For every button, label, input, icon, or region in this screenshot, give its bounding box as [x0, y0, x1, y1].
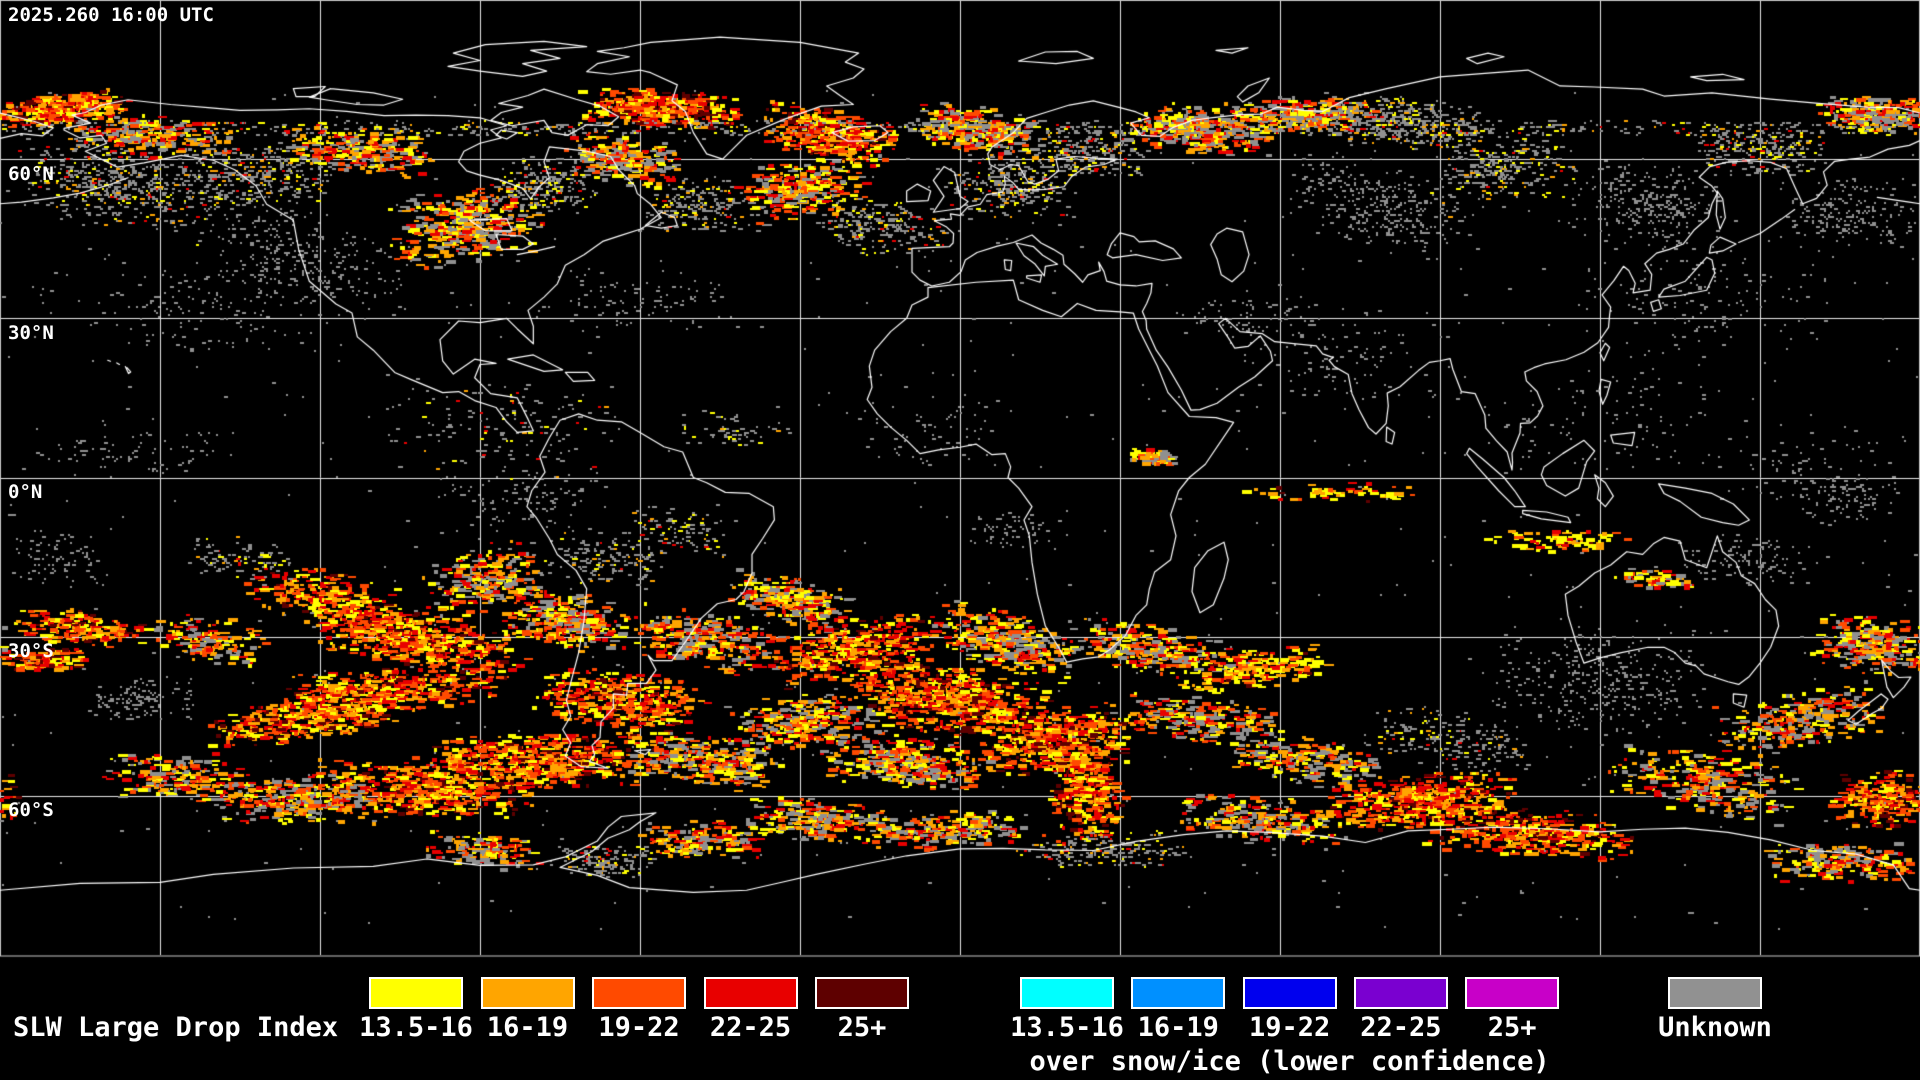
legend-swatch-standard-4	[815, 977, 909, 1009]
latitude-label: 60°S	[8, 799, 54, 821]
legend-bin-label: 16-19	[486, 1012, 569, 1043]
legend-swatch-standard-1	[480, 977, 575, 1009]
legend-bin-label: 25+	[1487, 1012, 1537, 1043]
latitude-label: 0°N	[8, 481, 43, 503]
legend-bin-label: 16-19	[1137, 1012, 1219, 1043]
legend-bin-label: 25+	[837, 1012, 887, 1043]
legend-swatch-standard-0	[369, 977, 463, 1009]
latitude-label: 30°N	[8, 322, 54, 344]
legend-bin-label: 22-25	[709, 1012, 792, 1043]
legend-swatch-standard-2	[592, 977, 686, 1009]
legend-swatch-snow_ice-0	[1020, 977, 1114, 1009]
legend-swatch-snow_ice-1	[1131, 977, 1226, 1009]
legend-swatch-unknown-0	[1668, 977, 1762, 1009]
legend-swatch-snow_ice-3	[1353, 977, 1448, 1009]
timestamp-label: 2025.260 16:00 UTC	[8, 4, 214, 26]
legend-swatch-standard-3	[703, 977, 798, 1009]
legend-subtitle: over snow/ice (lower confidence)	[1029, 1046, 1550, 1077]
legend-swatch-snow_ice-4	[1465, 977, 1560, 1009]
legend-bin-label: 13.5-16	[359, 1012, 473, 1043]
legend-bin-label: 13.5-16	[1010, 1012, 1124, 1043]
legend-bin-label: Unknown	[1658, 1012, 1772, 1043]
legend-bin-label: 19-22	[1248, 1012, 1331, 1043]
latitude-label: 30°S	[8, 640, 54, 662]
legend-bin-label: 22-25	[1360, 1012, 1442, 1043]
latitude-label: 60°N	[8, 163, 54, 185]
legend-title: SLW Large Drop Index	[13, 1012, 339, 1043]
legend-swatch-snow_ice-2	[1242, 977, 1337, 1009]
legend-bin-label: 19-22	[598, 1012, 680, 1043]
